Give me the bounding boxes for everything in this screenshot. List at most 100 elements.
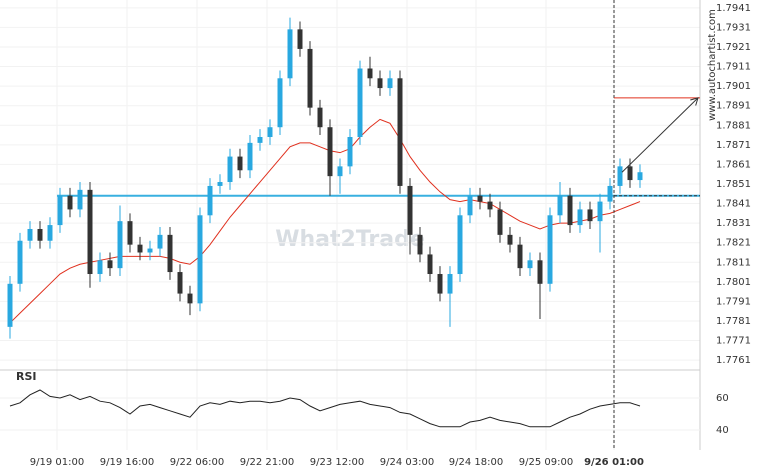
- candle-body: [107, 260, 113, 269]
- forecast-arrow: [621, 97, 699, 173]
- candle-body: [577, 209, 583, 226]
- candle-body: [97, 260, 103, 275]
- y-tick-label: 1.7881: [716, 120, 751, 131]
- candle-body: [547, 215, 553, 284]
- candle-body: [77, 189, 83, 210]
- candle-body: [487, 201, 493, 210]
- x-tick-label: 9/25 09:00: [519, 457, 573, 468]
- candle-body: [627, 166, 633, 181]
- candle-body: [617, 166, 623, 186]
- candle-body: [287, 29, 293, 79]
- candle-body: [457, 215, 463, 275]
- arrow-head: [690, 97, 699, 106]
- candle-body: [177, 272, 183, 294]
- candle-body: [87, 189, 93, 275]
- candle-body: [317, 107, 323, 128]
- y-tick-label: 1.7811: [716, 257, 751, 268]
- candle-body: [217, 182, 223, 186]
- y-tick-label: 1.7831: [716, 218, 751, 229]
- y-tick-label: 1.7931: [716, 22, 751, 33]
- candle-body: [517, 244, 523, 269]
- candle-body: [337, 166, 343, 177]
- candle-body: [527, 260, 533, 269]
- x-tick-label: 9/22 06:00: [170, 457, 224, 468]
- candle-body: [377, 78, 383, 89]
- candle-body: [57, 195, 63, 226]
- candle-body: [567, 195, 573, 226]
- candle-body: [247, 142, 253, 171]
- candle-body: [407, 185, 413, 235]
- candle-body: [477, 195, 483, 202]
- candle-body: [357, 68, 363, 138]
- candle-body: [437, 274, 443, 294]
- y-tick-label: 1.7861: [716, 159, 751, 170]
- rsi-label: RSI: [16, 370, 37, 383]
- y-tick-label: 1.7821: [716, 238, 751, 249]
- candle-body: [467, 195, 473, 216]
- candle-body: [297, 29, 303, 49]
- rsi-tick-label: 40: [716, 425, 729, 436]
- candle-body: [237, 156, 243, 171]
- x-tick-label: 9/19 16:00: [100, 457, 154, 468]
- y-tick-label: 1.7921: [716, 42, 751, 53]
- watermark: What2Trade: [275, 227, 425, 252]
- candle-body: [207, 185, 213, 216]
- candle-body: [597, 201, 603, 222]
- y-tick-label: 1.7781: [716, 316, 751, 327]
- candle-body: [37, 228, 43, 241]
- candle-body: [277, 78, 283, 128]
- candle-body: [187, 293, 193, 304]
- candle-body: [607, 185, 613, 202]
- candle-body: [197, 215, 203, 304]
- candle-body: [347, 137, 353, 167]
- x-tick-label: 9/24 18:00: [449, 457, 503, 468]
- candle-body: [257, 137, 263, 143]
- candle-body: [227, 156, 233, 183]
- candle-body: [587, 209, 593, 222]
- y-tick-label: 1.7871: [716, 140, 751, 151]
- x-tick-label: 9/22 21:00: [240, 457, 294, 468]
- candle-body: [167, 234, 173, 273]
- candle-body: [267, 127, 273, 138]
- candle-body: [147, 248, 153, 253]
- candle-body: [67, 195, 73, 210]
- candle-body: [507, 234, 513, 245]
- y-tick-label: 1.7791: [716, 296, 751, 307]
- y-tick-label: 1.7771: [716, 336, 751, 347]
- moving-average: [9, 118, 641, 324]
- rsi-line: [9, 389, 641, 428]
- x-tick-label: 9/26 01:00: [584, 457, 644, 468]
- candle-body: [557, 195, 563, 216]
- candle-body: [307, 48, 313, 108]
- y-tick-label: 1.7941: [716, 3, 751, 14]
- candle-body: [157, 234, 163, 249]
- candle-body: [427, 254, 433, 275]
- candle-body: [637, 172, 643, 181]
- candle-body: [537, 260, 543, 284]
- candle-body: [367, 68, 373, 79]
- candle-body: [7, 283, 13, 327]
- y-tick-label: 1.7801: [716, 277, 751, 288]
- y-tick-label: 1.7891: [716, 101, 751, 112]
- candle-body: [497, 209, 503, 235]
- candle-body: [137, 244, 143, 253]
- y-tick-label: 1.7911: [716, 62, 751, 73]
- candle-body: [47, 225, 53, 241]
- y-tick-label: 1.7761: [716, 355, 751, 366]
- candle-body: [447, 274, 453, 294]
- y-tick-label: 1.7841: [716, 199, 751, 210]
- candle-body: [27, 228, 33, 241]
- source: www.autochartist.com: [707, 9, 718, 121]
- x-tick-label: 9/23 12:00: [310, 457, 364, 468]
- x-tick-label: 9/24 03:00: [380, 457, 434, 468]
- candle-body: [117, 221, 123, 269]
- candle-body: [127, 221, 133, 245]
- x-tick-label: 9/19 01:00: [30, 457, 84, 468]
- candle-body: [387, 78, 393, 89]
- candle-body: [417, 234, 423, 255]
- candle-body: [397, 78, 403, 186]
- rsi-tick-label: 60: [716, 393, 729, 404]
- candle-body: [327, 127, 333, 177]
- y-tick-label: 1.7851: [716, 179, 751, 190]
